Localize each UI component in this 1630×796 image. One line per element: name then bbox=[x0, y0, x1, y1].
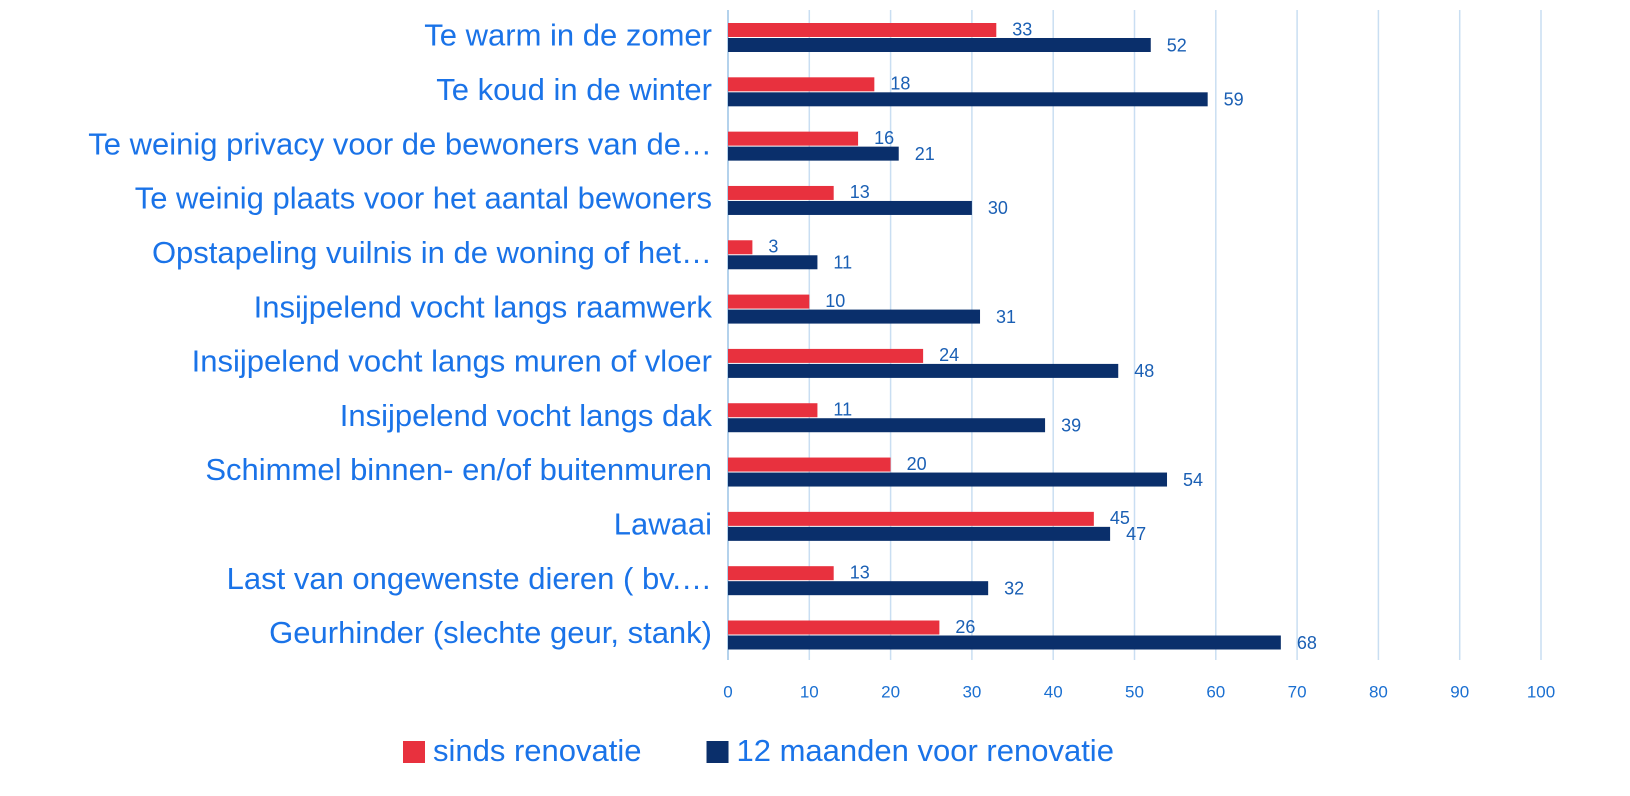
value-label: 68 bbox=[1297, 633, 1317, 653]
category-label: Opstapeling vuilnis in de woning of het… bbox=[152, 235, 712, 270]
bar bbox=[728, 457, 891, 472]
category-label: Te weinig plaats voor het aantal bewoner… bbox=[135, 181, 712, 216]
bar bbox=[728, 255, 818, 270]
bar bbox=[728, 309, 981, 324]
value-label: 21 bbox=[915, 144, 935, 164]
value-label: 31 bbox=[996, 307, 1016, 327]
legend-swatch bbox=[403, 741, 425, 763]
bar bbox=[728, 635, 1281, 650]
value-label: 24 bbox=[939, 345, 959, 365]
value-label: 10 bbox=[825, 291, 845, 311]
bar bbox=[728, 131, 859, 146]
bar bbox=[728, 38, 1151, 52]
bar bbox=[728, 403, 818, 418]
bar bbox=[728, 581, 989, 596]
value-label: 13 bbox=[850, 182, 870, 202]
value-label: 3 bbox=[768, 237, 778, 257]
bar bbox=[728, 363, 1119, 378]
value-label: 39 bbox=[1061, 415, 1081, 435]
category-label: Insijpelend vocht langs raamwerk bbox=[254, 289, 713, 324]
x-tick-label: 0 bbox=[723, 682, 732, 701]
category-label: Insijpelend vocht langs muren of vloer bbox=[192, 344, 712, 379]
bar bbox=[728, 566, 834, 581]
bar bbox=[728, 348, 924, 363]
bar bbox=[728, 511, 1094, 526]
bar bbox=[728, 200, 972, 215]
x-tick-label: 10 bbox=[800, 682, 819, 701]
value-label: 47 bbox=[1126, 524, 1146, 544]
value-label: 32 bbox=[1004, 578, 1024, 598]
category-label: Lawaai bbox=[614, 507, 712, 542]
bar bbox=[728, 185, 834, 200]
x-tick-label: 70 bbox=[1288, 682, 1307, 701]
x-tick-label: 90 bbox=[1450, 682, 1469, 701]
value-label: 26 bbox=[955, 617, 975, 637]
value-label: 16 bbox=[874, 128, 894, 148]
category-label: Last van ongewenste dieren ( bv.… bbox=[227, 561, 712, 596]
legend-label: sinds renovatie bbox=[433, 733, 642, 768]
category-label: Insijpelend vocht langs dak bbox=[340, 398, 713, 433]
value-label: 48 bbox=[1134, 361, 1154, 381]
x-tick-label: 100 bbox=[1527, 682, 1555, 701]
x-tick-label: 80 bbox=[1369, 682, 1388, 701]
category-label: Geurhinder (slechte geur, stank) bbox=[269, 615, 712, 650]
value-label: 30 bbox=[988, 198, 1008, 218]
bar bbox=[728, 526, 1111, 541]
x-tick-label: 30 bbox=[962, 682, 981, 701]
value-label: 54 bbox=[1183, 470, 1203, 490]
value-label: 33 bbox=[1012, 19, 1032, 39]
x-tick-label: 50 bbox=[1125, 682, 1144, 701]
category-label: Te koud in de winter bbox=[436, 72, 712, 107]
x-tick-label: 60 bbox=[1206, 682, 1225, 701]
value-label: 13 bbox=[850, 562, 870, 582]
value-label: 59 bbox=[1224, 90, 1244, 110]
bar bbox=[728, 418, 1046, 433]
category-label: Schimmel binnen- en/of buitenmuren bbox=[205, 452, 712, 487]
category-label: Te weinig privacy voor de bewoners van d… bbox=[88, 126, 712, 161]
bar bbox=[728, 23, 997, 37]
bar bbox=[728, 92, 1208, 107]
value-label: 45 bbox=[1110, 508, 1130, 528]
bar bbox=[728, 240, 753, 255]
x-tick-label: 40 bbox=[1044, 682, 1063, 701]
value-label: 20 bbox=[907, 454, 927, 474]
bar bbox=[728, 472, 1168, 487]
value-label: 11 bbox=[833, 399, 852, 419]
category-label: Te warm in de zomer bbox=[424, 18, 712, 53]
bar bbox=[728, 620, 940, 635]
bar bbox=[728, 294, 810, 309]
x-tick-label: 20 bbox=[881, 682, 900, 701]
value-label: 52 bbox=[1167, 35, 1187, 55]
legend-label: 12 maanden voor renovatie bbox=[737, 733, 1114, 768]
bar bbox=[728, 146, 899, 161]
value-label: 11 bbox=[833, 253, 852, 273]
value-label: 18 bbox=[890, 74, 910, 94]
bar bbox=[728, 77, 875, 92]
legend-swatch bbox=[706, 741, 729, 763]
